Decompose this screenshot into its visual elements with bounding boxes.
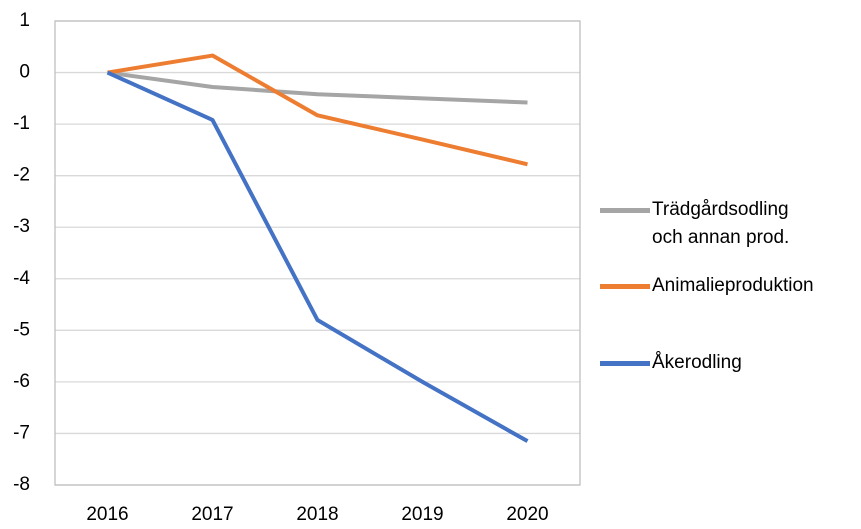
- y-tick-label: -8: [13, 474, 30, 495]
- y-tick-label: 1: [19, 10, 30, 31]
- y-tick-label: -3: [13, 216, 30, 237]
- y-tick-label: -6: [13, 371, 30, 392]
- legend-item: Åkerodling: [600, 349, 860, 377]
- legend-label: Trädgårdsodling och annan prod.: [652, 199, 790, 248]
- legend-label: Animalieproduktion: [652, 275, 814, 296]
- y-tick-label: 0: [19, 62, 30, 83]
- x-tick-label: 2017: [191, 504, 233, 525]
- legend-item: Animalieproduktion: [600, 272, 860, 300]
- y-tick-label: -1: [13, 113, 30, 134]
- x-tick-label: 2019: [401, 504, 443, 525]
- y-tick-label: -4: [13, 268, 30, 289]
- legend-item: Trädgårdsodling och annan prod.: [600, 196, 790, 252]
- x-tick-label: 2018: [296, 504, 338, 525]
- plot-border: [54, 20, 581, 486]
- series-line: [107, 70, 528, 105]
- legend-label: Åkerodling: [652, 352, 742, 373]
- series-line: [107, 53, 528, 167]
- legend-swatch: [600, 208, 650, 213]
- series-line: [106, 70, 529, 443]
- y-tick-label: -5: [13, 319, 30, 340]
- x-tick-label: 2020: [506, 504, 548, 525]
- legend-swatch: [600, 284, 650, 289]
- x-tick-label: 2016: [86, 504, 128, 525]
- legend-swatch: [600, 361, 650, 366]
- y-tick-label: -7: [13, 422, 30, 443]
- y-tick-label: -2: [13, 165, 30, 186]
